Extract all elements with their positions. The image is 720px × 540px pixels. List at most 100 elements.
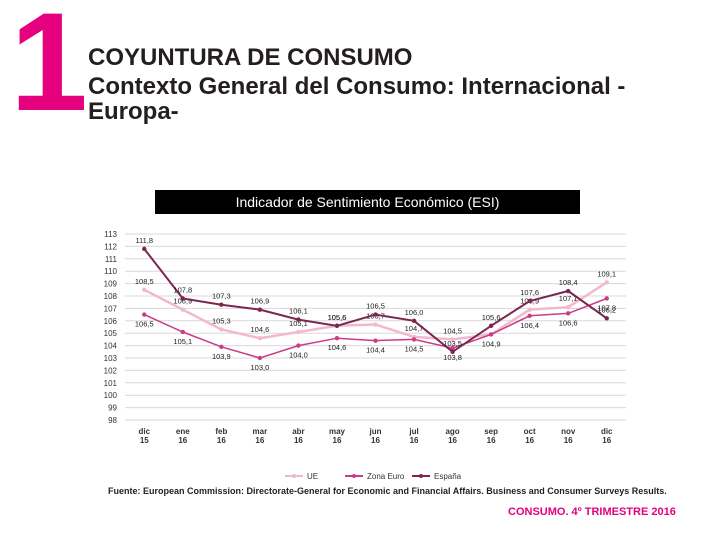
- y-tick-label: 101: [104, 379, 118, 388]
- data-label: 106,0: [405, 308, 424, 317]
- data-point: [527, 313, 532, 319]
- data-point: [180, 329, 186, 335]
- x-tick-label: feb 16: [215, 427, 227, 445]
- legend-label: UE: [307, 472, 318, 481]
- data-point: [527, 298, 532, 304]
- data-label: 107,8: [173, 285, 192, 294]
- data-label: 105,3: [212, 316, 231, 325]
- y-tick-label: 110: [104, 267, 117, 276]
- legend-marker: [419, 474, 423, 478]
- y-tick-label: 106: [104, 317, 118, 326]
- x-tick-label: nov 16: [561, 427, 576, 445]
- data-point: [257, 307, 263, 312]
- y-tick-label: 102: [104, 366, 118, 375]
- x-tick-label: abr 16: [292, 427, 304, 445]
- x-tick-label: sep 16: [484, 427, 498, 445]
- x-tick-label: mar 16: [253, 427, 268, 445]
- source-note: Fuente: European Commission: Directorate…: [108, 486, 667, 496]
- data-label: 104,5: [443, 326, 462, 335]
- x-tick-label: dic 15: [138, 427, 150, 445]
- data-point: [142, 287, 147, 292]
- data-point: [334, 323, 340, 328]
- data-label: 103,8: [443, 353, 462, 362]
- data-label: 106,5: [366, 302, 385, 311]
- data-point: [411, 337, 417, 342]
- footer-label: CONSUMO. 4º TRIMESTRE 2016: [508, 506, 676, 518]
- data-point: [219, 344, 224, 350]
- data-label: 103,9: [212, 352, 231, 361]
- data-label: 106,5: [135, 320, 154, 329]
- page-subtitle: Contexto General del Consumo: Internacio…: [88, 73, 626, 126]
- y-tick-label: 103: [104, 354, 118, 363]
- data-point: [373, 322, 378, 327]
- data-label: 107,6: [520, 288, 539, 297]
- data-point: [527, 307, 532, 312]
- data-point: [334, 335, 340, 341]
- data-point: [257, 335, 263, 341]
- y-tick-label: 111: [105, 255, 118, 264]
- data-label: 107,3: [212, 292, 231, 301]
- data-point: [296, 329, 301, 335]
- data-label: 108,4: [559, 278, 578, 287]
- data-label: 105,1: [173, 337, 192, 346]
- x-tick-label: jun 16: [369, 427, 382, 445]
- data-point: [180, 296, 186, 301]
- data-point: [450, 349, 455, 354]
- y-tick-label: 108: [104, 292, 118, 301]
- data-label: 105,1: [289, 319, 308, 328]
- data-label: 111,8: [135, 236, 153, 245]
- legend-label: España: [434, 472, 462, 481]
- data-label: 106,4: [520, 321, 539, 330]
- page-title: COYUNTURA DE CONSUMO: [88, 44, 413, 71]
- data-point: [219, 327, 224, 332]
- data-point: [565, 311, 571, 316]
- legend-label: Zona Euro: [367, 472, 405, 481]
- y-tick-label: 99: [108, 404, 117, 413]
- y-tick-label: 104: [104, 342, 118, 351]
- data-label: 106,1: [289, 307, 308, 316]
- data-label: 108,5: [135, 277, 154, 286]
- data-point: [450, 345, 455, 351]
- y-tick-label: 113: [104, 230, 117, 239]
- data-point: [296, 317, 301, 322]
- data-label: 105,6: [328, 313, 347, 322]
- data-label: 107,1: [559, 294, 578, 303]
- section-number: 1: [10, 0, 88, 140]
- data-label: 104,6: [250, 325, 269, 334]
- data-point: [411, 318, 417, 323]
- data-point: [488, 323, 494, 328]
- data-label: 104,7: [405, 324, 424, 333]
- y-tick-label: 112: [104, 242, 117, 251]
- data-point: [373, 338, 378, 343]
- data-point: [488, 332, 494, 337]
- data-point: [604, 316, 609, 321]
- y-tick-label: 98: [108, 416, 117, 425]
- data-label: 106,9: [250, 297, 269, 306]
- data-label: 103,5: [443, 339, 462, 348]
- x-tick-label: jul 16: [408, 427, 419, 445]
- data-label: 104,6: [328, 343, 347, 352]
- y-tick-label: 100: [104, 391, 118, 400]
- x-tick-label: dic 16: [601, 427, 613, 445]
- data-label: 105,6: [328, 313, 347, 322]
- data-label: 106,6: [559, 318, 578, 327]
- x-tick-label: ene 16: [176, 427, 190, 445]
- data-point: [219, 302, 224, 307]
- data-label: 104,0: [289, 351, 308, 360]
- y-tick-label: 105: [104, 329, 118, 338]
- data-point: [296, 343, 301, 348]
- data-point: [565, 304, 571, 310]
- x-tick-label: oct 16: [524, 427, 536, 445]
- data-label: 104,9: [482, 339, 501, 348]
- data-point: [373, 312, 378, 317]
- y-tick-label: 109: [104, 280, 118, 289]
- legend-marker: [352, 474, 356, 478]
- data-label: 103,0: [250, 363, 269, 372]
- data-point: [142, 312, 147, 317]
- data-point: [565, 288, 571, 294]
- x-tick-label: may 16: [329, 427, 346, 445]
- data-label: 106,9: [173, 297, 192, 306]
- data-label: 105,6: [482, 313, 501, 322]
- y-tick-label: 107: [104, 304, 118, 313]
